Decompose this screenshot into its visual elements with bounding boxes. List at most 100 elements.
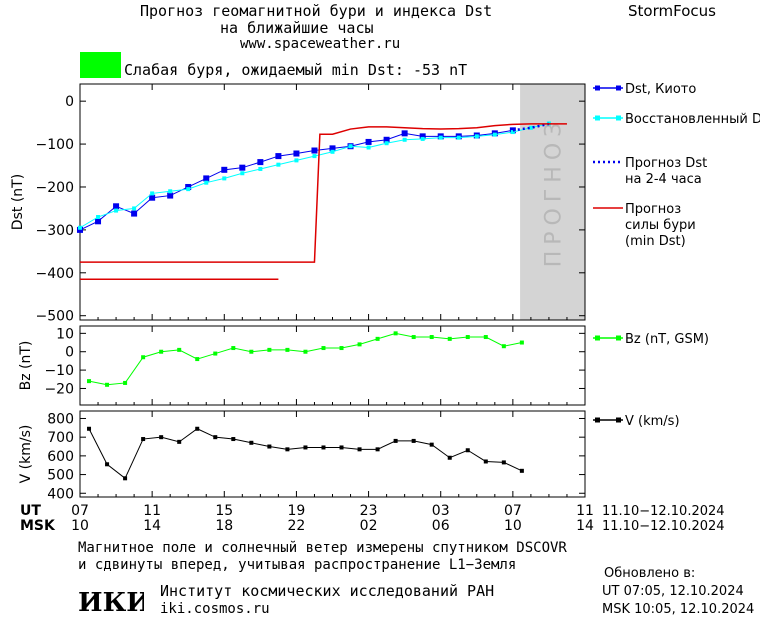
ut-tick-6: 07 <box>504 503 522 519</box>
site-url[interactable]: www.spaceweather.ru <box>240 36 401 52</box>
updated-msk: MSK 10:05, 12.10.2024 <box>602 602 755 617</box>
legend-label-0-2-0: Прогноз Dst <box>625 156 707 171</box>
ut-tick-2: 15 <box>215 503 233 519</box>
point-1-0-10 <box>267 347 272 352</box>
storm-status-text: Слабая буря, ожидаемый min Dst: -53 nT <box>124 61 468 79</box>
point-2-0-0 <box>87 426 92 431</box>
point-1-0-21 <box>465 335 470 340</box>
page-subtitle: на ближайшие часы <box>220 19 374 37</box>
ytick-label-2-4: 400 <box>47 486 74 502</box>
legend-marker-a-0-0 <box>595 85 600 91</box>
legend-label-0-2-1: на 2-4 часа <box>625 172 702 187</box>
page-title: Прогноз геомагнитной бури и индекса Dst <box>140 2 493 20</box>
point-0-1-16 <box>366 145 371 150</box>
point-0-0-19 <box>419 133 426 140</box>
point-1-0-18 <box>411 335 416 340</box>
footer-note-line1: Магнитное поле и солнечный ветер измерен… <box>78 540 567 556</box>
point-2-0-15 <box>357 447 362 452</box>
point-0-1-9 <box>240 171 245 176</box>
point-1-0-24 <box>519 340 524 345</box>
forecast-region-label: ПРОГНОЗ <box>542 117 567 268</box>
point-2-0-10 <box>267 444 272 449</box>
msk-tick-5: 06 <box>432 518 450 534</box>
point-1-0-0 <box>87 379 92 384</box>
point-1-0-14 <box>339 346 344 351</box>
institute-site[interactable]: iki.cosmos.ru <box>160 601 270 617</box>
ut-axis-label: UT <box>20 503 41 519</box>
series-line-0-1 <box>79 122 550 229</box>
point-1-0-22 <box>483 335 488 340</box>
point-2-0-17 <box>393 438 398 443</box>
msk-tick-0: 10 <box>71 518 89 534</box>
point-2-0-24 <box>519 468 524 473</box>
point-1-0-23 <box>501 344 506 349</box>
point-2-0-14 <box>339 445 344 450</box>
point-0-0-11 <box>275 153 282 160</box>
msk-tick-2: 18 <box>215 518 233 534</box>
ytick-label-0-4: −400 <box>36 266 74 282</box>
ytick-label-0-0: 0 <box>65 94 74 110</box>
msk-tick-3: 22 <box>288 518 306 534</box>
legend-label-2-0-0: V (km/s) <box>625 414 680 429</box>
series-line-0-0 <box>79 129 513 231</box>
panel-frame-0 <box>79 83 586 321</box>
legend-marker-a-1-0 <box>595 335 600 341</box>
institute-name: Институт космических исследований РАН <box>160 582 495 600</box>
point-1-0-9 <box>249 349 254 354</box>
point-0-1-19 <box>420 136 425 141</box>
point-0-0-1 <box>95 218 102 225</box>
point-0-1-10 <box>258 166 263 171</box>
point-0-1-13 <box>312 154 317 159</box>
point-1-0-1 <box>105 382 110 387</box>
point-0-1-18 <box>402 137 407 142</box>
ylabel-2: V (km/s) <box>18 425 34 484</box>
point-1-0-15 <box>357 342 362 347</box>
point-0-0-18 <box>401 130 408 137</box>
point-0-0-6 <box>185 183 192 190</box>
ytick-label-1-0: 10 <box>56 326 74 342</box>
point-2-0-2 <box>123 476 128 481</box>
point-1-0-6 <box>195 357 200 362</box>
ytick-label-2-1: 700 <box>47 430 74 446</box>
ytick-label-0-5: −500 <box>36 309 74 325</box>
point-2-0-18 <box>411 438 416 443</box>
ytick-label-2-2: 600 <box>47 449 74 465</box>
legend-marker-b-2-0 <box>616 417 621 423</box>
point-1-0-19 <box>429 335 434 340</box>
point-0-0-4 <box>149 194 156 201</box>
point-0-1-25 <box>528 125 533 130</box>
point-0-0-0 <box>77 226 83 233</box>
point-0-1-3 <box>132 206 137 211</box>
point-1-0-8 <box>231 346 236 351</box>
brand-label: StormFocus <box>628 2 716 20</box>
legend-label-0-3-0: Прогноз <box>625 202 681 217</box>
point-0-0-5 <box>167 192 174 199</box>
point-2-0-7 <box>213 435 218 440</box>
legend-marker-a-0-1 <box>595 115 600 121</box>
ut-tick-0: 07 <box>71 503 89 519</box>
point-0-0-9 <box>239 164 246 171</box>
msk-tick-1: 14 <box>143 518 161 534</box>
ylabel-1: Bz (nT) <box>18 341 34 391</box>
point-0-1-6 <box>186 187 191 192</box>
point-0-1-11 <box>276 162 281 167</box>
point-0-1-23 <box>492 132 497 137</box>
series-line-2-0 <box>88 428 523 480</box>
iki-logo: ИКИ <box>78 588 144 616</box>
legend-marker-b-1-0 <box>616 335 621 341</box>
msk-tick-7: 14 <box>576 518 594 534</box>
point-1-0-13 <box>321 346 326 351</box>
point-0-0-16 <box>365 138 372 145</box>
point-0-1-7 <box>204 180 209 185</box>
point-0-1-4 <box>150 191 155 196</box>
legend-marker-b-0-1 <box>616 115 621 121</box>
point-1-0-5 <box>177 347 182 352</box>
ylabel-0: Dst (nT) <box>10 174 26 230</box>
point-0-0-12 <box>293 150 300 157</box>
point-0-1-22 <box>474 134 479 139</box>
series-line-1-0 <box>88 332 522 386</box>
msk-tick-4: 02 <box>360 518 378 534</box>
ytick-label-0-1: −100 <box>36 137 74 153</box>
point-1-0-12 <box>303 349 308 354</box>
msk-axis-label: MSK <box>20 518 56 534</box>
